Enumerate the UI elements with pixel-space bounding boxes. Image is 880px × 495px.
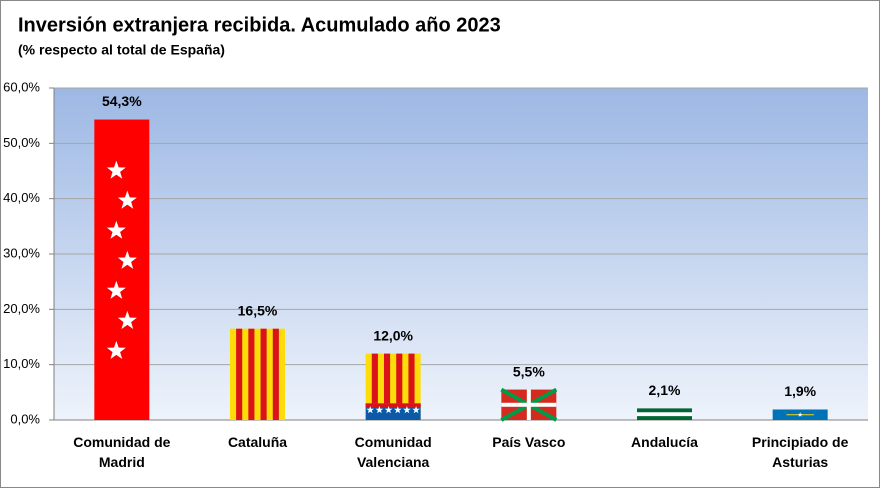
value-label: 2,1% [649,382,681,398]
chart-subtitle: (% respecto al total de España) [18,42,225,58]
flag-stripe [408,353,415,404]
x-tick-label: Cataluña [227,434,288,450]
flag-stripe [396,353,403,404]
flag-decoration [786,412,814,417]
flag-star [106,220,126,239]
flag-stripe [637,412,692,417]
flag-star [117,250,137,269]
flag-cross [501,402,557,407]
x-tick-label: Comunidad Valenciana [354,434,432,470]
flag-star [375,406,384,414]
value-label: 1,9% [784,383,816,399]
flag-star [106,280,126,299]
y-tick-label: 60,0% [3,79,40,94]
flag-decoration [236,328,279,420]
flag-decoration [500,387,558,422]
flag-star [403,406,411,414]
flag-decoration [365,353,421,420]
x-tick-label: Andalucía [631,434,698,450]
x-tick-label: País Vasco [492,434,566,450]
x-tick-label: Comunidad de Madrid [73,434,171,470]
flag-star [117,190,137,209]
flag-stripe [371,353,378,404]
bar [94,119,150,420]
flag-decoration [637,412,692,417]
value-label: 16,5% [238,302,278,318]
value-label: 5,5% [513,363,545,379]
x-tick-label: Principiado de Asturias [751,434,849,470]
flag-star [393,406,402,414]
y-tick-label: 30,0% [3,245,40,260]
flag-star [384,406,393,414]
flag-stripe [236,328,243,420]
y-tick-label: 10,0% [3,356,40,371]
y-tick-label: 50,0% [3,135,40,150]
flag-band [365,403,421,408]
flag-stripe [248,328,255,420]
value-label: 12,0% [373,327,413,343]
y-tick-label: 20,0% [3,301,40,316]
flag-decoration [106,160,137,359]
flag-star [797,412,803,417]
flag-stripe [384,353,391,404]
flag-star [117,310,137,329]
flag-star [412,406,420,414]
flag-stripe [260,328,267,420]
flag-star [106,160,126,179]
flag-stripe [272,328,279,420]
y-tick-label: 40,0% [3,190,40,205]
y-tick-label: 0,0% [10,411,40,426]
value-label: 54,3% [102,93,142,109]
chart-title: Inversión extranjera recibida. Acumulado… [18,14,501,36]
flag-star [106,340,126,359]
flag-star [366,406,375,414]
